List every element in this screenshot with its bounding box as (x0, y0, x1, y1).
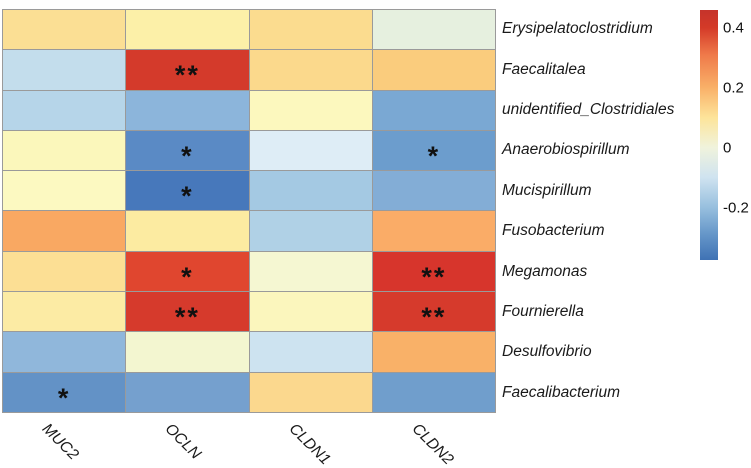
colorbar-tick-label-0.2: 0.2 (723, 79, 744, 97)
heatmap-cell-Faecalitalea-OCLN: ** (126, 50, 249, 91)
colorbar-tick-label--0.2: -0.2 (723, 199, 749, 217)
significance-stars: ** (174, 302, 200, 333)
heatmap-cell-Desulfovibrio-OCLN (126, 332, 249, 372)
heatmap-cell-unidentified_Clostridiales-OCLN (126, 90, 249, 130)
heatmap-cell-Faecalitalea-CLDN1 (249, 50, 372, 90)
row-label-Anaerobiospirillum: Anaerobiospirillum (502, 141, 630, 159)
row-label-Faecalitalea: Faecalitalea (502, 60, 586, 78)
heatmap-cell-Fournierella-MUC2 (3, 292, 126, 332)
heatmap-cell-Mucispirillum-MUC2 (3, 171, 126, 211)
colorbar-gradient (700, 10, 718, 260)
row-label-Fusobacterium: Fusobacterium (502, 222, 605, 240)
row-label-Erysipelatoclostridium: Erysipelatoclostridium (502, 20, 653, 38)
heatmap-cell-Anaerobiospirillum-MUC2 (3, 130, 126, 171)
heatmap-cell-Megamonas-CLDN2: ** (372, 251, 495, 292)
heatmap-cell-unidentified_Clostridiales-CLDN2 (372, 90, 495, 130)
heatmap-cell-unidentified_Clostridiales-CLDN1 (249, 90, 372, 130)
heatmap-cell-Anaerobiospirillum-OCLN: * (126, 130, 249, 172)
heatmap-cell-Megamonas-CLDN1 (249, 251, 372, 292)
significance-stars: ** (174, 60, 200, 91)
heatmap-cell-Fusobacterium-CLDN1 (249, 211, 372, 251)
heatmap-cell-Erysipelatoclostridium-OCLN (126, 10, 249, 50)
heatmap-cell-Faecalibacterium-OCLN (126, 372, 249, 412)
column-label-OCLN: OCLN (161, 420, 205, 463)
column-label-CLDN1: CLDN1 (285, 420, 334, 468)
significance-stars: * (57, 382, 71, 413)
heatmap-cell-Fournierella-CLDN2: ** (372, 292, 495, 333)
significance-stars: * (427, 141, 441, 172)
row-label-Megamonas: Megamonas (502, 262, 588, 280)
heatmap-cell-Megamonas-OCLN: * (126, 251, 249, 292)
heatmap-grid: ** * * * * ** ** ** * (2, 9, 496, 413)
row-label-Desulfovibrio: Desulfovibrio (502, 343, 592, 361)
heatmap-cell-Desulfovibrio-MUC2 (3, 332, 126, 372)
heatmap-cell-Mucispirillum-OCLN: * (126, 171, 249, 212)
significance-stars: * (181, 141, 194, 172)
heatmap-cell-Fusobacterium-OCLN (126, 211, 249, 251)
heatmap-cell-Megamonas-MUC2 (3, 251, 126, 292)
heatmap-cell-Fusobacterium-MUC2 (3, 211, 126, 251)
column-label-MUC2: MUC2 (38, 420, 82, 464)
row-label-Mucispirillum: Mucispirillum (502, 181, 592, 199)
heatmap-cell-Faecalibacterium-CLDN1 (249, 372, 372, 412)
heatmap-cell-Faecalitalea-CLDN2 (372, 50, 495, 90)
row-label-Fournierella: Fournierella (502, 302, 584, 320)
heatmap-cell-Faecalitalea-MUC2 (3, 50, 126, 90)
row-label-unidentified_Clostridiales: unidentified_Clostridiales (502, 100, 675, 118)
row-label-Faecalibacterium: Faecalibacterium (502, 383, 621, 401)
colorbar-tick-label-0.4: 0.4 (723, 19, 744, 37)
heatmap-cell-Desulfovibrio-CLDN2 (372, 332, 495, 372)
heatmap-cell-Desulfovibrio-CLDN1 (249, 332, 372, 372)
heatmap-cell-Fusobacterium-CLDN2 (372, 211, 495, 251)
heatmap-cell-Erysipelatoclostridium-MUC2 (3, 10, 126, 50)
heatmap-cell-Erysipelatoclostridium-CLDN1 (249, 10, 372, 50)
column-label-CLDN2: CLDN2 (408, 420, 457, 468)
significance-stars: * (181, 261, 194, 292)
heatmap-cell-Anaerobiospirillum-CLDN1 (249, 130, 372, 171)
significance-stars: * (181, 181, 194, 212)
heatmap-cell-Mucispirillum-CLDN2 (372, 171, 495, 211)
heatmap-cell-Anaerobiospirillum-CLDN2: * (372, 130, 495, 172)
heatmap-cell-Mucispirillum-CLDN1 (249, 171, 372, 211)
colorbar-tick-label-0: 0 (723, 139, 732, 157)
heatmap-cell-unidentified_Clostridiales-MUC2 (3, 90, 126, 130)
heatmap-cell-Fournierella-OCLN: ** (126, 292, 249, 333)
heatmap-cell-Faecalibacterium-MUC2: * (3, 372, 126, 413)
significance-stars: ** (421, 261, 447, 292)
heatmap-cell-Faecalibacterium-CLDN2 (372, 372, 495, 412)
heatmap-cell-Fournierella-CLDN1 (249, 292, 372, 332)
heatmap-cell-Erysipelatoclostridium-CLDN2 (372, 10, 495, 50)
significance-stars: ** (421, 302, 447, 333)
